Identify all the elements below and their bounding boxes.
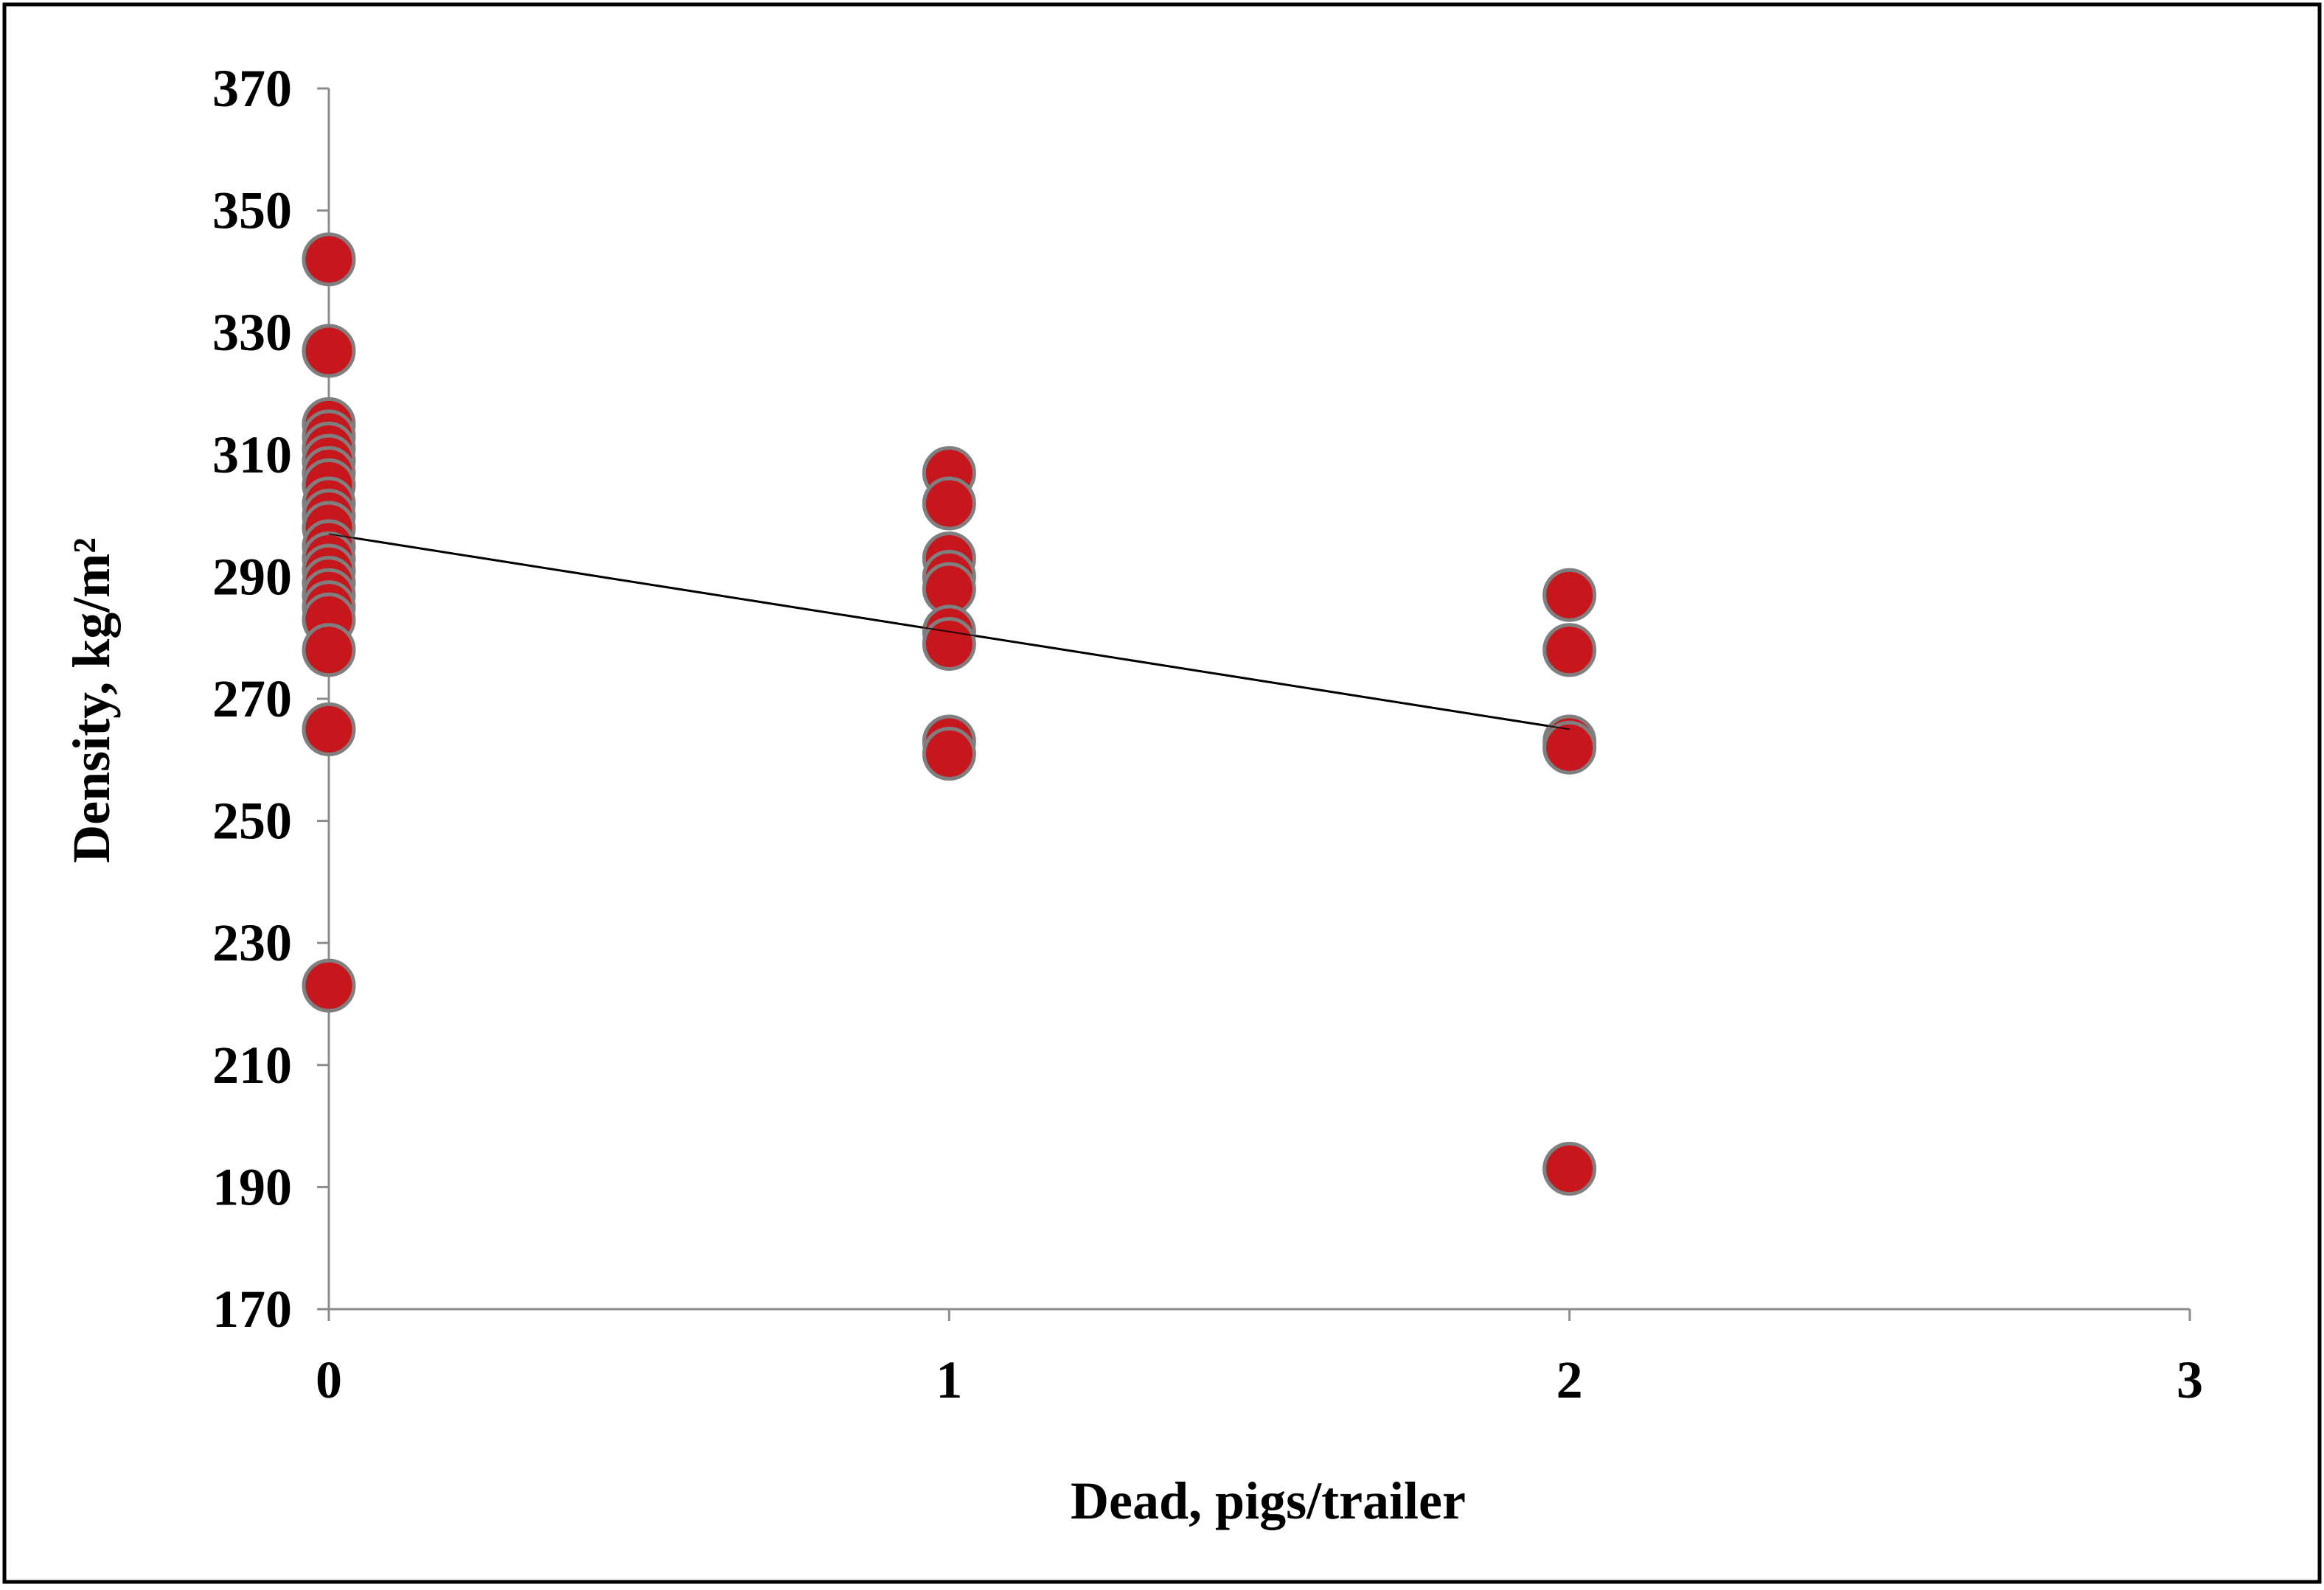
point bbox=[922, 616, 976, 671]
trendline-overlay bbox=[328, 533, 1570, 731]
y-tick-label: 330 bbox=[212, 303, 292, 362]
y-tick-label: 230 bbox=[212, 913, 292, 972]
x-tick-label: 2 bbox=[1556, 1350, 1583, 1409]
point bbox=[302, 324, 356, 378]
y-tick-label: 310 bbox=[212, 425, 292, 484]
point bbox=[1542, 568, 1597, 622]
y-tick-label: 290 bbox=[212, 547, 292, 606]
y-tick-label: 350 bbox=[212, 181, 292, 240]
y-tick-label: 250 bbox=[212, 792, 292, 851]
x-tick-label: 3 bbox=[2177, 1350, 2203, 1409]
y-tick-label: 370 bbox=[212, 59, 292, 118]
point bbox=[302, 623, 356, 677]
x-tick-label: 1 bbox=[936, 1350, 962, 1409]
x-tick-label: 0 bbox=[316, 1350, 342, 1409]
point bbox=[1542, 1142, 1597, 1196]
x-axis-title: Dead, pigs/trailer bbox=[1071, 1471, 1466, 1530]
point bbox=[302, 232, 356, 287]
y-tick-label: 170 bbox=[212, 1280, 292, 1339]
point bbox=[302, 702, 356, 756]
point bbox=[1542, 623, 1597, 677]
point bbox=[302, 958, 356, 1013]
y-tick-label: 210 bbox=[212, 1036, 292, 1095]
point bbox=[922, 476, 976, 531]
point bbox=[922, 727, 976, 781]
y-axis-title: Density, kg/m² bbox=[62, 537, 121, 863]
point bbox=[1542, 720, 1597, 775]
y-tick-label: 270 bbox=[212, 669, 292, 728]
y-tick-label: 190 bbox=[212, 1157, 292, 1216]
